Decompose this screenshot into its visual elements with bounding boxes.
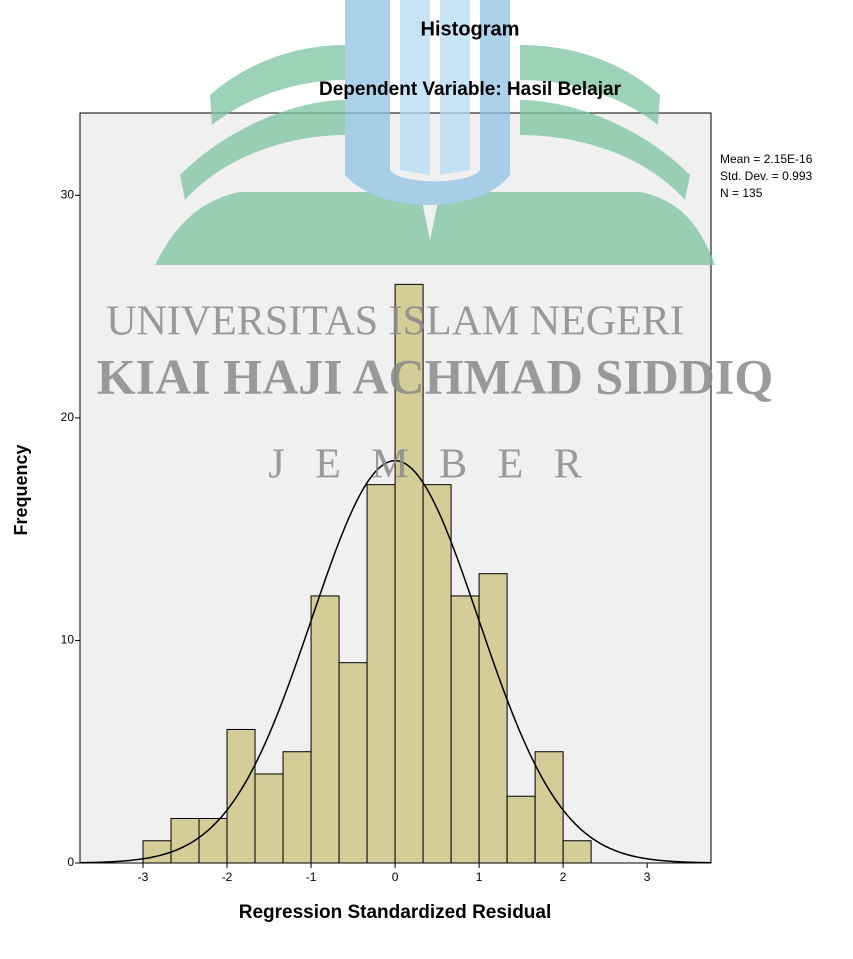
y-tick-label: 30 (61, 188, 75, 202)
watermark-logo (155, 0, 715, 265)
x-tick-label: -3 (138, 870, 149, 884)
stat-n: N = 135 (720, 186, 763, 200)
bar (310, 595, 340, 864)
chart-subtitle: Dependent Variable: Hasil Belajar (319, 79, 622, 100)
bar (506, 795, 536, 864)
watermark-text: J E M B E R (268, 442, 592, 488)
bar (534, 751, 564, 864)
y-tick-label: 10 (61, 633, 75, 647)
y-tick-label: 0 (67, 855, 74, 869)
stat-std-dev: Std. Dev. = 0.993 (720, 169, 812, 183)
logo-leaf (520, 100, 690, 200)
x-tick-label: -1 (306, 870, 317, 884)
logo-leaf (520, 45, 660, 125)
x-tick-label: 2 (560, 870, 567, 884)
logo-pillar (440, 0, 470, 175)
y-tick-label: 20 (61, 410, 75, 424)
bar (254, 773, 284, 864)
bar (366, 484, 396, 864)
watermark-text: KIAI HAJI ACHMAD SIDDIQ (97, 348, 773, 404)
x-tick-label: -2 (222, 870, 233, 884)
bar (338, 662, 368, 864)
bar (142, 840, 172, 864)
bar (422, 484, 452, 864)
stat-mean: Mean = 2.15E-16 (720, 152, 813, 166)
bar (562, 840, 592, 864)
x-tick-label: 1 (476, 870, 483, 884)
x-tick-label: 0 (392, 870, 399, 884)
logo-leaf (210, 45, 345, 125)
logo-leaf (180, 100, 345, 200)
bar (226, 728, 256, 864)
watermark-text: UNIVERSITAS ISLAM NEGERI (106, 299, 684, 345)
logo-pillar (400, 0, 430, 175)
bar (394, 283, 424, 864)
logo-book (155, 192, 715, 265)
bar (282, 751, 312, 864)
logo-pillar (345, 0, 510, 205)
bar (450, 595, 480, 864)
y-axis-label: Frequency (11, 444, 31, 535)
bar (478, 573, 508, 864)
normal-curve (79, 459, 712, 864)
chart-title: Histogram (421, 18, 520, 40)
x-axis-label: Regression Standardized Residual (239, 902, 552, 923)
x-tick-label: 3 (644, 870, 651, 884)
